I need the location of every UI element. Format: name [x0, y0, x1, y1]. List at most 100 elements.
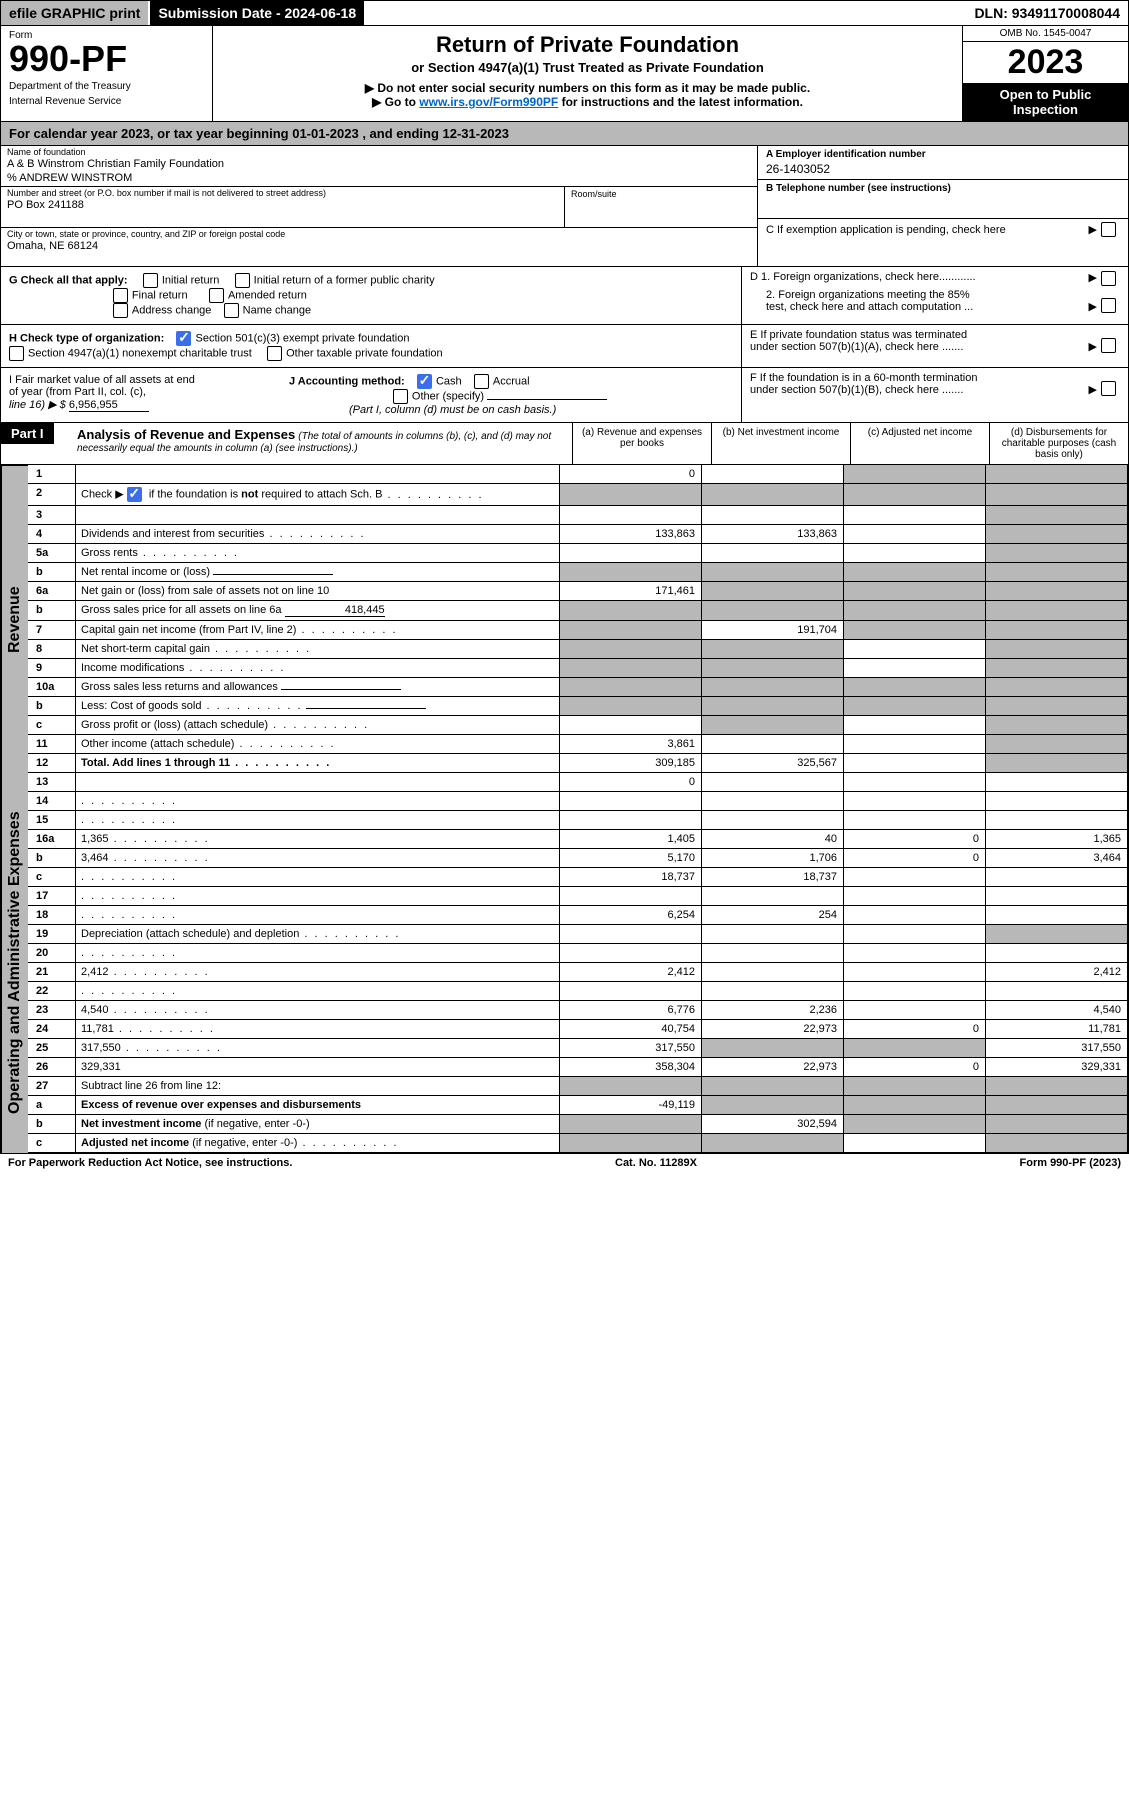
col-a	[560, 1134, 702, 1153]
col-c: 0	[844, 830, 986, 849]
table-row: 8Net short-term capital gain	[28, 640, 1128, 659]
line-number: c	[28, 868, 76, 887]
col-b	[702, 1077, 844, 1096]
arrow-icon: ▶	[1089, 300, 1097, 313]
col-a	[560, 601, 702, 621]
line-desc	[76, 465, 560, 484]
j-accrual-cbx[interactable]	[474, 374, 489, 389]
line-desc	[76, 887, 560, 906]
d-right: D 1. Foreign organizations, check here..…	[742, 267, 1128, 324]
line-number: 20	[28, 944, 76, 963]
line-number: 12	[28, 754, 76, 773]
col-b	[702, 963, 844, 982]
table-row: 2411,78140,75422,973011,781	[28, 1020, 1128, 1039]
addr: PO Box 241188	[1, 199, 564, 213]
col-d	[986, 621, 1128, 640]
line-number: 14	[28, 792, 76, 811]
note-link-post: for instructions and the latest informat…	[558, 95, 803, 109]
title: Return of Private Foundation	[223, 32, 952, 58]
line-number: 15	[28, 811, 76, 830]
table-row: 17	[28, 887, 1128, 906]
irs-link[interactable]: www.irs.gov/Form990PF	[419, 95, 558, 109]
header: Form 990-PF Department of the Treasury I…	[1, 26, 1128, 122]
col-c	[844, 659, 986, 678]
d2-cbx[interactable]	[1101, 298, 1116, 313]
col-d: 329,331	[986, 1058, 1128, 1077]
g-initial: Initial return	[162, 275, 219, 287]
g-initial-cbx[interactable]	[143, 273, 158, 288]
col-d	[986, 735, 1128, 754]
e2: under section 507(b)(1)(A), check here .…	[750, 341, 963, 353]
h-501c3-cbx[interactable]	[176, 331, 191, 346]
g-name-cbx[interactable]	[224, 303, 239, 318]
col-b: 325,567	[702, 754, 844, 773]
line-desc: Capital gain net income (from Part IV, l…	[76, 621, 560, 640]
col-d	[986, 716, 1128, 735]
e-cbx[interactable]	[1101, 338, 1116, 353]
col-a: 2,412	[560, 963, 702, 982]
f-cbx[interactable]	[1101, 381, 1116, 396]
d1-label: D 1. Foreign organizations, check here..…	[750, 271, 1085, 286]
g-address-cbx[interactable]	[113, 303, 128, 318]
col-c	[844, 1077, 986, 1096]
line-number: 2	[28, 484, 76, 506]
col-c	[844, 963, 986, 982]
col-d	[986, 659, 1128, 678]
c-checkbox[interactable]	[1101, 222, 1116, 237]
tax-year: 2023	[963, 42, 1128, 83]
j-cash-cbx[interactable]	[417, 374, 432, 389]
col-c	[844, 484, 986, 506]
g-amended: Amended return	[228, 290, 307, 302]
g-amended-cbx[interactable]	[209, 288, 224, 303]
col-a	[560, 887, 702, 906]
line-number: 21	[28, 963, 76, 982]
i-sub: of year (from Part II, col. (c),	[9, 386, 146, 398]
g-left: G Check all that apply: Initial return I…	[1, 267, 742, 324]
line-desc: Net investment income (if negative, ente…	[76, 1115, 560, 1134]
line-desc: Subtract line 26 from line 12:	[76, 1077, 560, 1096]
i-line: line 16) ▶ $	[9, 399, 66, 411]
col-c-head: (c) Adjusted net income	[850, 423, 989, 464]
h-4947-cbx[interactable]	[9, 346, 24, 361]
table-row: 27Subtract line 26 from line 12:	[28, 1077, 1128, 1096]
j-other-cbx[interactable]	[393, 389, 408, 404]
line-desc	[76, 506, 560, 525]
g-initial-former-cbx[interactable]	[235, 273, 250, 288]
line-number: b	[28, 601, 76, 621]
table-row: 22	[28, 982, 1128, 1001]
efile-label: efile GRAPHIC print	[1, 1, 148, 25]
i-label: I Fair market value of all assets at end	[9, 374, 195, 386]
col-a	[560, 544, 702, 563]
table-row: 5aGross rents	[28, 544, 1128, 563]
col-c	[844, 601, 986, 621]
col-d: 11,781	[986, 1020, 1128, 1039]
h-other-cbx[interactable]	[267, 346, 282, 361]
line-desc: Net gain or (loss) from sale of assets n…	[76, 582, 560, 601]
col-a	[560, 1077, 702, 1096]
h-4947: Section 4947(a)(1) nonexempt charitable …	[28, 348, 252, 360]
col-c	[844, 906, 986, 925]
schb-checkbox[interactable]	[127, 487, 142, 502]
table-row: 9Income modifications	[28, 659, 1128, 678]
info-left: Name of foundation A & B Winstrom Christ…	[1, 146, 758, 266]
note-ssn: ▶ Do not enter social security numbers o…	[223, 81, 952, 95]
col-b	[702, 716, 844, 735]
dln: DLN: 93491170008044	[966, 1, 1128, 25]
col-d	[986, 906, 1128, 925]
h-other: Other taxable private foundation	[286, 348, 443, 360]
col-a: 0	[560, 465, 702, 484]
col-b	[702, 484, 844, 506]
expenses-table: 130141516a1,3651,4054001,365b3,4645,1701…	[28, 773, 1128, 1153]
line-desc: Gross sales less returns and allowances	[76, 678, 560, 697]
col-b: 2,236	[702, 1001, 844, 1020]
col-a	[560, 944, 702, 963]
d1-cbx[interactable]	[1101, 271, 1116, 286]
line-number: 24	[28, 1020, 76, 1039]
open-public-2: Inspection	[963, 102, 1128, 117]
line-number: 8	[28, 640, 76, 659]
header-center: Return of Private Foundation or Section …	[213, 26, 962, 121]
line-number: 1	[28, 465, 76, 484]
col-c: 0	[844, 849, 986, 868]
ein-label: A Employer identification number	[766, 149, 1120, 160]
g-final-cbx[interactable]	[113, 288, 128, 303]
